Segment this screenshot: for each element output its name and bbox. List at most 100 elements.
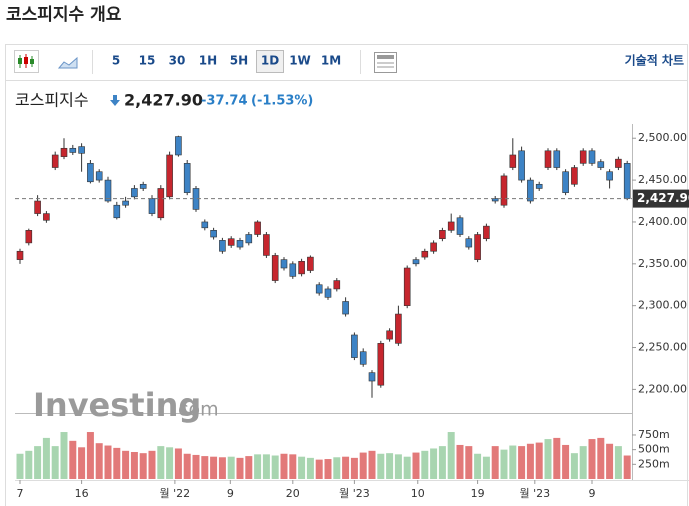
volume-bar xyxy=(315,459,323,479)
volume-bar xyxy=(500,449,508,479)
candle-body xyxy=(69,147,77,153)
candle-body xyxy=(166,154,173,198)
watermark: Investing xyxy=(33,386,201,424)
period-button[interactable]: 5H xyxy=(230,54,248,68)
candle-body xyxy=(412,259,420,265)
x-tick-label: 7 xyxy=(17,487,24,500)
volume-bar xyxy=(130,451,138,479)
y-tick-label: 2,200.00 xyxy=(638,382,687,395)
candle-body xyxy=(377,343,385,386)
candle-body xyxy=(597,161,605,168)
volume-bar xyxy=(570,453,578,479)
candle-body xyxy=(324,288,332,298)
candle-body xyxy=(236,240,244,248)
volume-bar xyxy=(553,437,561,479)
candle-body xyxy=(43,213,50,221)
volume-bar xyxy=(104,445,112,479)
volume-bar xyxy=(113,447,121,479)
volume-bar xyxy=(368,450,376,479)
area-icon[interactable] xyxy=(57,56,78,69)
candle-body xyxy=(571,167,578,185)
y-tick-label: 2,450.00 xyxy=(638,173,687,186)
candle-body xyxy=(139,183,147,189)
candle-body xyxy=(456,217,464,235)
layout-icon[interactable] xyxy=(374,52,397,73)
candle-body xyxy=(518,150,525,181)
candle-body xyxy=(342,301,349,315)
y-tick-label: 2,300.00 xyxy=(638,299,687,312)
candle-body xyxy=(201,221,209,229)
volume-bar xyxy=(491,446,499,479)
period-button[interactable]: 15 xyxy=(139,54,156,68)
volume-bar xyxy=(262,454,270,479)
volume-bar xyxy=(562,444,570,479)
candle-body xyxy=(606,171,613,181)
volume-bar xyxy=(333,457,341,479)
candle-icon[interactable] xyxy=(14,50,39,73)
volume-bar xyxy=(280,453,288,479)
candle-body xyxy=(430,242,437,252)
y-tick-label: 2,350.00 xyxy=(638,257,687,270)
volume-bar xyxy=(386,453,394,479)
volume-bar xyxy=(579,446,587,479)
volume-bar xyxy=(597,437,605,479)
volume-tick-label: 750m xyxy=(638,428,670,441)
candle-body xyxy=(527,179,534,202)
candle-body xyxy=(51,154,59,168)
volume-bar xyxy=(438,446,446,479)
volume-bar xyxy=(588,439,596,479)
candle-body xyxy=(615,158,622,168)
period-button[interactable]: 1D xyxy=(261,54,279,68)
volume-bar xyxy=(218,457,226,479)
price-label: 2,427.90 xyxy=(637,191,689,205)
volume-bar xyxy=(359,452,367,479)
candle-body xyxy=(157,188,165,219)
candle-body xyxy=(25,230,33,244)
candle-body xyxy=(122,200,129,206)
volume-bar xyxy=(456,444,464,479)
volume-bar xyxy=(403,456,411,479)
volume-bar xyxy=(509,445,517,479)
page-title: 코스피지수 개요 xyxy=(6,5,122,25)
period-button[interactable]: 30 xyxy=(169,54,186,68)
candle-body xyxy=(280,259,288,269)
candle-body xyxy=(148,198,156,214)
candle-body xyxy=(588,150,596,164)
volume-bar xyxy=(174,448,182,479)
volume-bar xyxy=(306,457,314,479)
period-button[interactable]: 1W xyxy=(289,54,311,68)
x-tick-label: 9 xyxy=(227,487,234,500)
volume-bar xyxy=(289,454,297,479)
candle-body xyxy=(219,240,226,252)
candle-body xyxy=(113,204,121,219)
volume-bar xyxy=(350,457,358,479)
period-button[interactable]: 1H xyxy=(199,54,217,68)
x-tick-label: 20 xyxy=(286,487,300,500)
period-button[interactable]: 1M xyxy=(321,54,341,68)
candle-body xyxy=(535,183,543,189)
x-tick-label: 19 xyxy=(471,487,485,500)
volume-bar xyxy=(614,446,622,479)
period-button[interactable]: 5 xyxy=(112,54,120,68)
volume-bar xyxy=(183,453,191,479)
candle-body xyxy=(509,154,517,168)
candle-body xyxy=(87,163,94,183)
volume-bar xyxy=(324,459,332,479)
candle-body xyxy=(131,188,138,198)
y-tick-label: 2,500.00 xyxy=(638,131,687,144)
volume-tick-label: 500m xyxy=(638,443,670,456)
x-tick-label: 월 '22 xyxy=(160,487,191,500)
candle-body xyxy=(307,256,314,271)
period-selected xyxy=(256,50,284,73)
x-tick-label: 월 '23 xyxy=(339,487,370,500)
candle-body xyxy=(491,198,499,202)
volume-bar xyxy=(535,442,543,479)
x-tick-label: 10 xyxy=(411,487,425,500)
y-tick-label: 2,250.00 xyxy=(638,341,687,354)
technical-chart-link[interactable]: 기술적 차트 xyxy=(625,53,684,68)
volume-bar xyxy=(148,450,156,479)
volume-bar xyxy=(447,432,455,479)
candle-body xyxy=(245,234,253,244)
x-tick-label: 월 '23 xyxy=(519,487,550,500)
